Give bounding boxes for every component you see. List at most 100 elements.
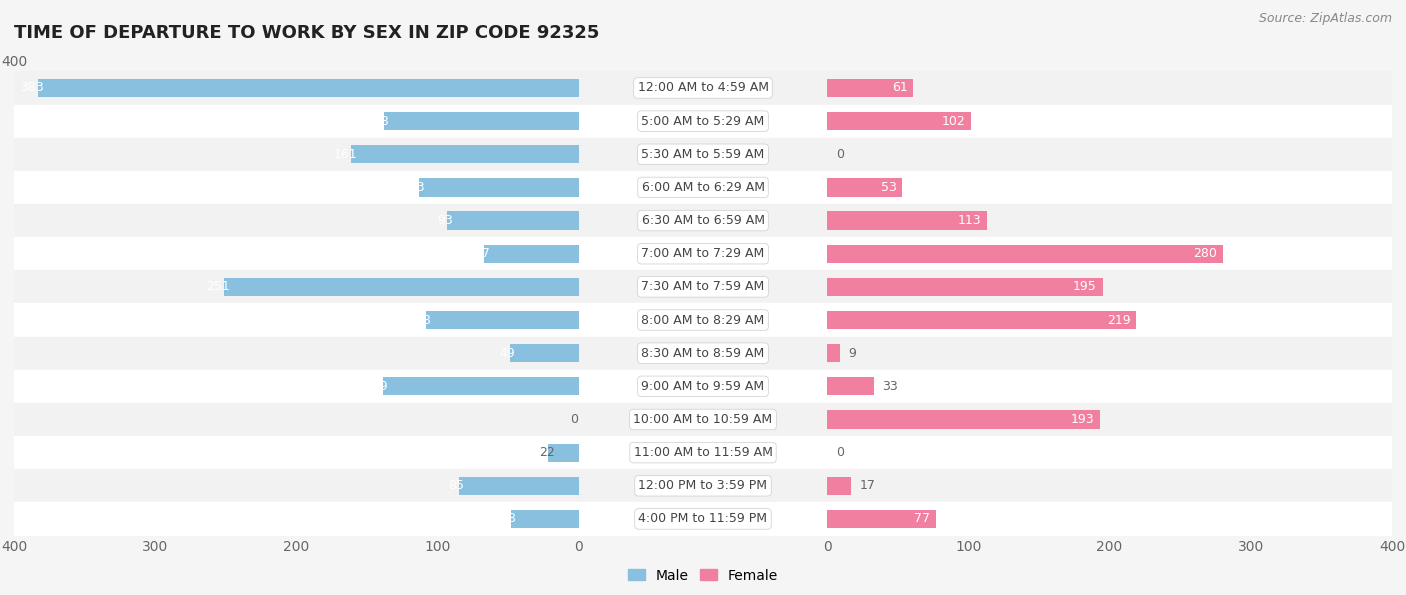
Text: 102: 102 [942, 115, 966, 127]
Text: 85: 85 [449, 480, 464, 492]
Bar [579, 137, 827, 171]
Text: 10:00 AM to 10:59 AM: 10:00 AM to 10:59 AM [634, 413, 772, 426]
Bar [827, 71, 1392, 105]
Bar [827, 171, 1392, 204]
Text: 138: 138 [366, 115, 389, 127]
Text: 195: 195 [1073, 280, 1097, 293]
Text: 5:00 AM to 5:29 AM: 5:00 AM to 5:29 AM [641, 115, 765, 127]
Bar [509, 344, 579, 362]
Bar [827, 344, 839, 362]
Text: 251: 251 [207, 280, 231, 293]
Text: 139: 139 [364, 380, 388, 393]
Bar [827, 411, 1099, 428]
Bar [827, 278, 1102, 296]
Bar [579, 436, 827, 469]
Text: 4:00 PM to 11:59 PM: 4:00 PM to 11:59 PM [638, 512, 768, 525]
Text: 9:00 AM to 9:59 AM: 9:00 AM to 9:59 AM [641, 380, 765, 393]
Text: 48: 48 [501, 512, 516, 525]
Text: Source: ZipAtlas.com: Source: ZipAtlas.com [1258, 12, 1392, 25]
Text: 113: 113 [957, 214, 981, 227]
Bar [579, 71, 827, 105]
Bar [827, 337, 1392, 369]
Bar [579, 270, 827, 303]
Bar [14, 71, 579, 105]
Bar [827, 211, 987, 230]
Bar [579, 369, 827, 403]
Text: 219: 219 [1107, 314, 1130, 327]
Text: 5:30 AM to 5:59 AM: 5:30 AM to 5:59 AM [641, 148, 765, 161]
Bar [827, 245, 1223, 263]
Text: 9: 9 [848, 347, 856, 359]
Text: 77: 77 [914, 512, 931, 525]
Bar [14, 337, 579, 369]
Bar [579, 237, 827, 270]
Text: 8:30 AM to 8:59 AM: 8:30 AM to 8:59 AM [641, 347, 765, 359]
Bar [827, 105, 1392, 137]
Text: 108: 108 [408, 314, 432, 327]
Bar [548, 443, 579, 462]
Text: 6:00 AM to 6:29 AM: 6:00 AM to 6:29 AM [641, 181, 765, 194]
Bar [14, 171, 579, 204]
Bar [14, 502, 579, 536]
Bar [382, 377, 579, 396]
Bar [827, 469, 1392, 502]
Bar [827, 311, 1136, 329]
Bar [419, 178, 579, 196]
Bar [827, 502, 1392, 536]
Text: 49: 49 [499, 347, 515, 359]
Text: 11:00 AM to 11:59 AM: 11:00 AM to 11:59 AM [634, 446, 772, 459]
Text: 383: 383 [20, 82, 44, 95]
Text: 280: 280 [1194, 248, 1216, 260]
Bar [14, 436, 579, 469]
Bar [14, 403, 579, 436]
Bar [579, 502, 827, 536]
Bar [579, 303, 827, 337]
Bar [14, 303, 579, 337]
Text: 53: 53 [880, 181, 897, 194]
Bar [579, 469, 827, 502]
Text: 0: 0 [835, 148, 844, 161]
Bar [827, 377, 873, 396]
Bar [579, 105, 827, 137]
Bar [579, 337, 827, 369]
Text: 400: 400 [1, 55, 27, 69]
Bar [827, 137, 1392, 171]
Bar [484, 245, 579, 263]
Bar [827, 303, 1392, 337]
Text: 113: 113 [401, 181, 425, 194]
Text: 17: 17 [859, 480, 876, 492]
Bar [579, 204, 827, 237]
Bar [14, 137, 579, 171]
Bar [14, 469, 579, 502]
Text: 33: 33 [883, 380, 898, 393]
Bar [352, 145, 579, 164]
Bar [38, 79, 579, 97]
Bar [458, 477, 579, 495]
Text: 93: 93 [437, 214, 453, 227]
Bar [14, 237, 579, 270]
Bar [827, 403, 1392, 436]
Bar [579, 171, 827, 204]
Bar [827, 369, 1392, 403]
Bar [827, 436, 1392, 469]
Text: 6:30 AM to 6:59 AM: 6:30 AM to 6:59 AM [641, 214, 765, 227]
Bar [225, 278, 579, 296]
Bar [579, 403, 827, 436]
Bar [827, 270, 1392, 303]
Text: 193: 193 [1070, 413, 1094, 426]
Text: 0: 0 [835, 446, 844, 459]
Text: 0: 0 [571, 413, 578, 426]
Bar [384, 112, 579, 130]
Bar [510, 510, 579, 528]
Bar [14, 204, 579, 237]
Text: 8:00 AM to 8:29 AM: 8:00 AM to 8:29 AM [641, 314, 765, 327]
Text: 22: 22 [540, 446, 555, 459]
Text: 7:00 AM to 7:29 AM: 7:00 AM to 7:29 AM [641, 248, 765, 260]
Text: 67: 67 [474, 248, 489, 260]
Bar [827, 477, 851, 495]
Bar [14, 105, 579, 137]
Bar [827, 112, 972, 130]
Text: 61: 61 [891, 82, 908, 95]
Legend: Male, Female: Male, Female [623, 563, 783, 588]
Text: 7:30 AM to 7:59 AM: 7:30 AM to 7:59 AM [641, 280, 765, 293]
